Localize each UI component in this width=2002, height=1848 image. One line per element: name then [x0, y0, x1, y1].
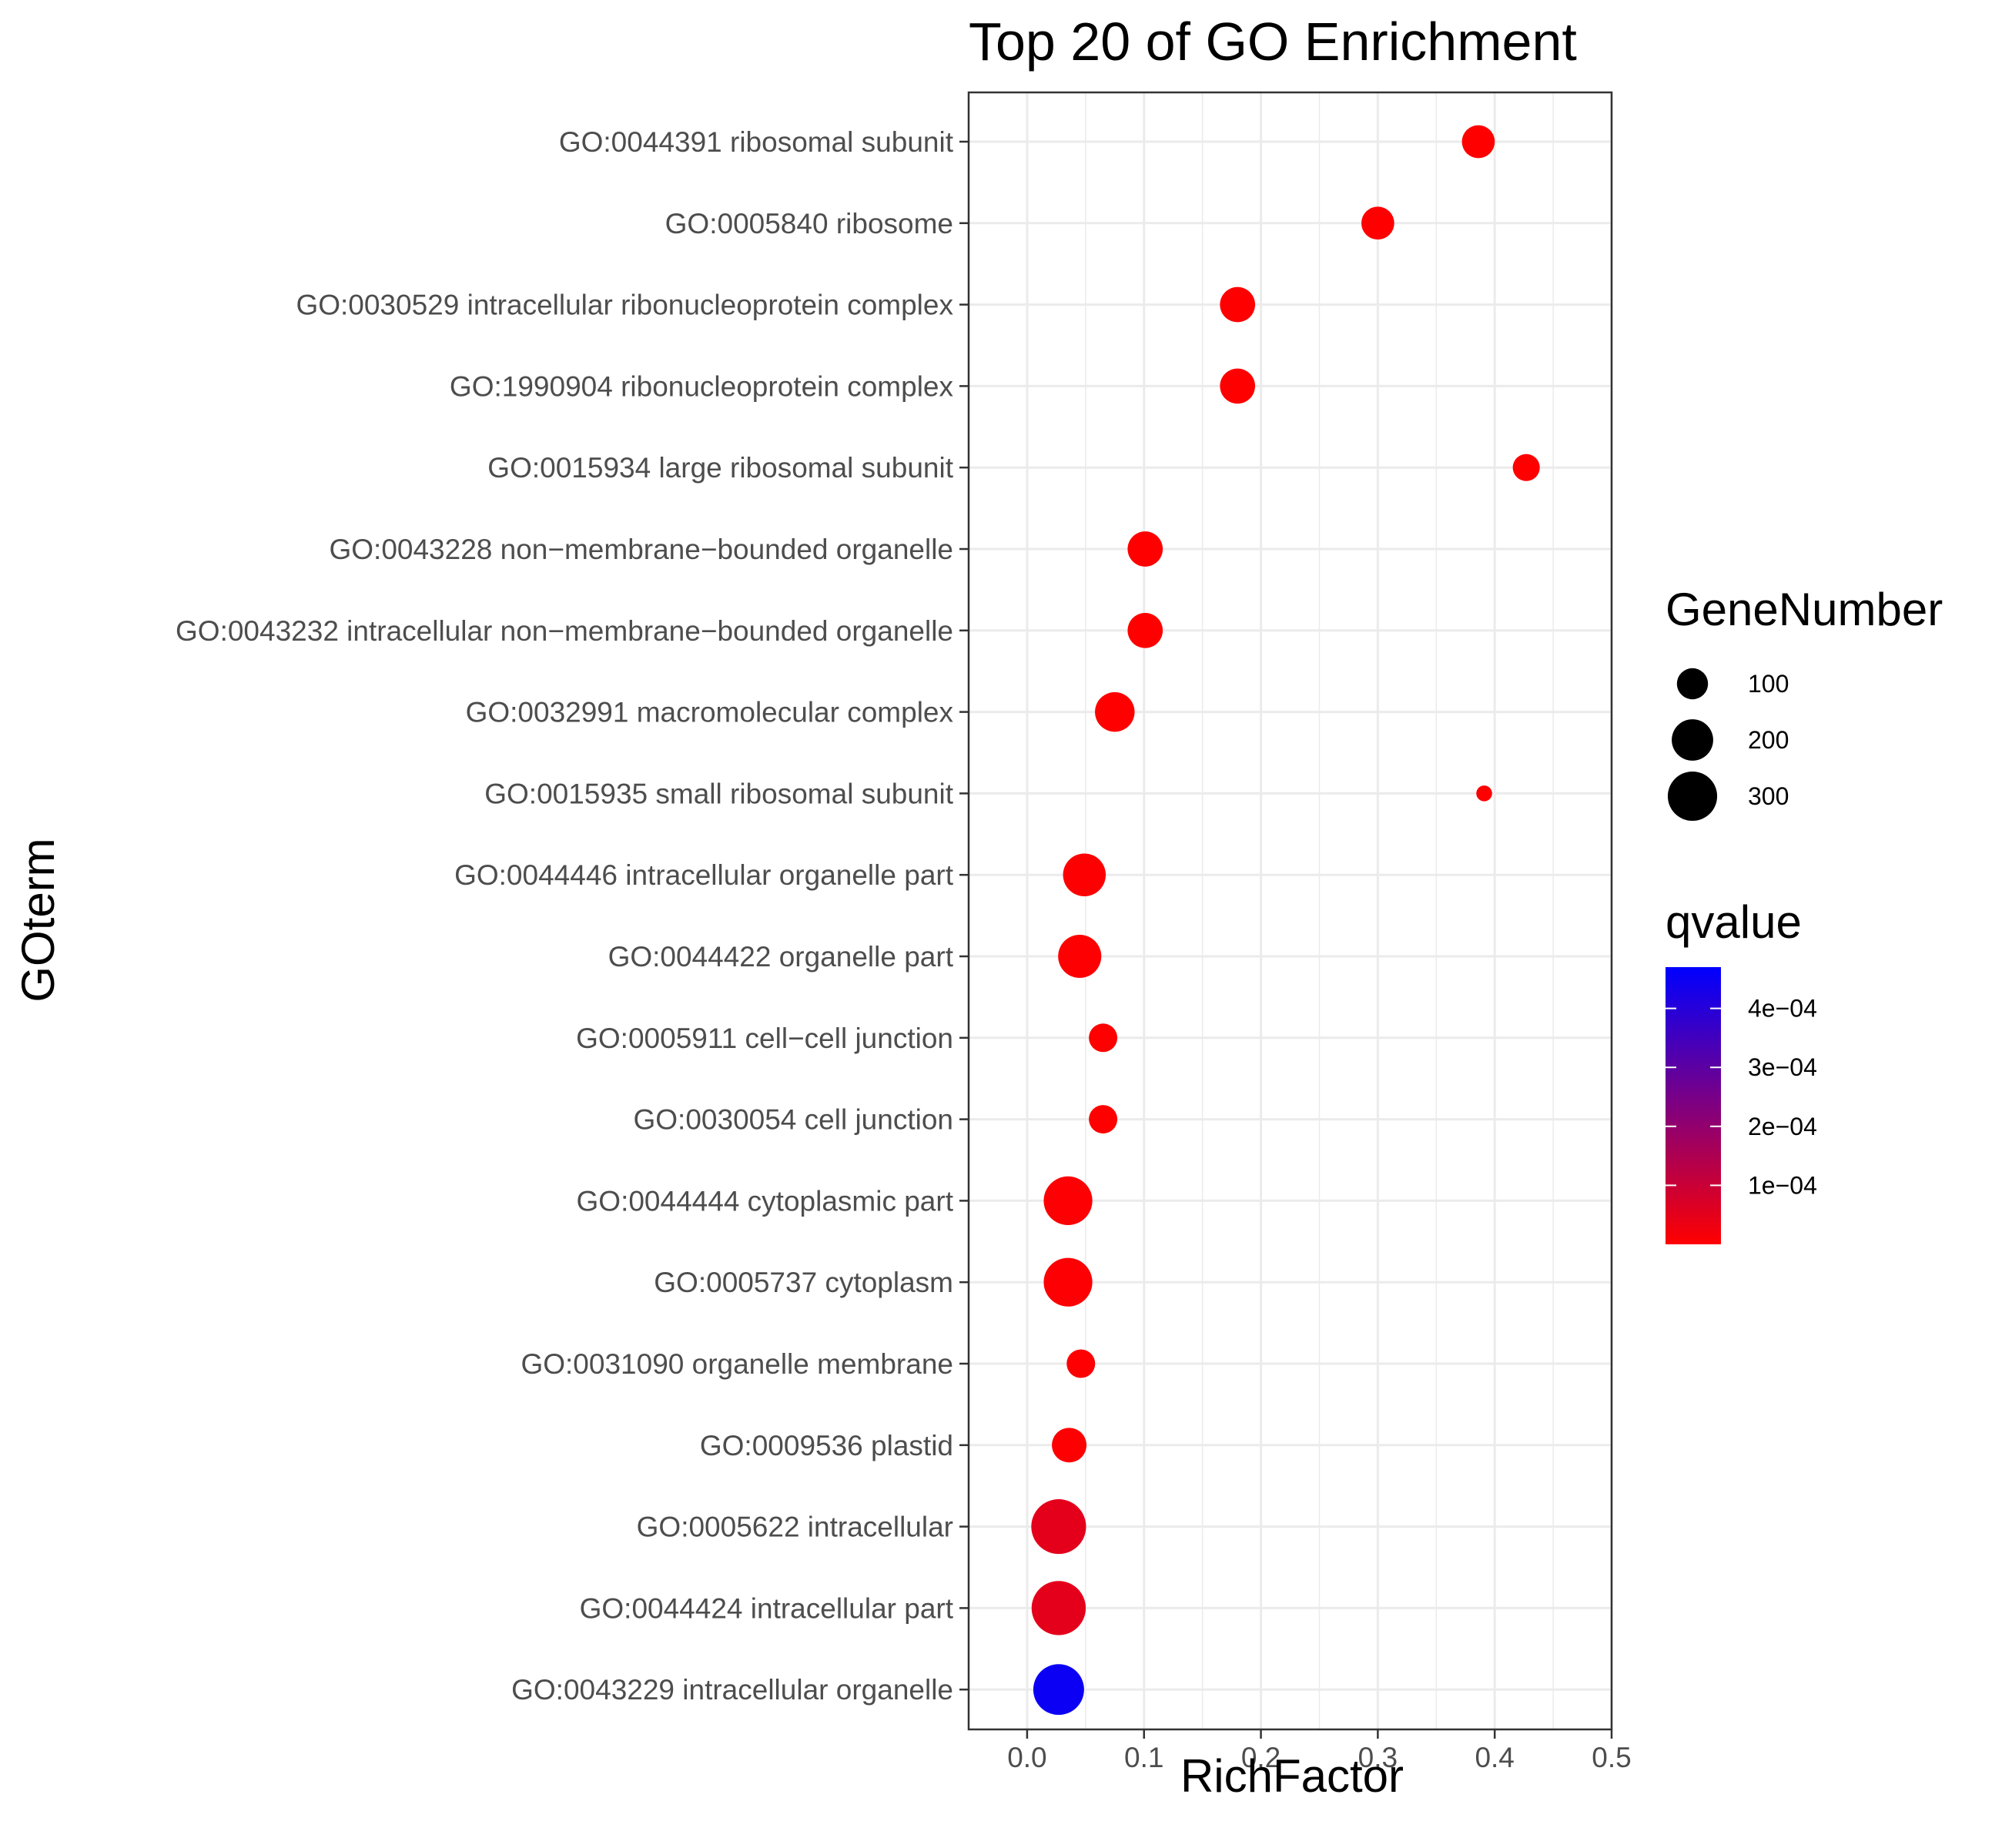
data-point — [1033, 1664, 1084, 1716]
data-point — [1031, 1499, 1086, 1555]
data-point — [1127, 531, 1163, 567]
x-tick-label: 0.3 — [1358, 1742, 1398, 1773]
size-legend-title: GeneNumber — [1666, 584, 1943, 635]
y-tick-label: GO:0030054 cell junction — [634, 1104, 954, 1136]
color-legend-title: qvalue — [1666, 896, 1802, 948]
y-tick-label: GO:0015935 small ribosomal subunit — [484, 778, 953, 809]
data-point — [1089, 1105, 1118, 1134]
colorbar-label: 3e−04 — [1748, 1053, 1817, 1081]
data-point — [1058, 934, 1102, 979]
grid-layer — [968, 92, 1613, 1729]
y-tick-label: GO:0015934 large ribosomal subunit — [487, 452, 953, 484]
y-tick-label: GO:0044422 organelle part — [608, 941, 954, 973]
x-tick-label: 0.5 — [1592, 1742, 1631, 1773]
data-point — [1220, 368, 1256, 404]
x-tick-label: 0.1 — [1124, 1742, 1163, 1773]
y-tick-label: GO:0044424 intracellular part — [580, 1592, 954, 1624]
data-point — [1043, 1257, 1093, 1307]
chart-title: Top 20 of GO Enrichment — [969, 12, 1577, 72]
colorbar-label: 2e−04 — [1748, 1113, 1817, 1140]
x-tick-label: 0.0 — [1007, 1742, 1046, 1773]
y-tick-label: GO:0005737 cytoplasm — [654, 1267, 953, 1298]
data-point — [1220, 286, 1256, 323]
y-tick-label: GO:0005911 cell−cell junction — [576, 1023, 953, 1054]
data-point — [1512, 454, 1540, 481]
y-tick-label: GO:0032991 macromolecular complex — [466, 697, 954, 728]
y-tick-label: GO:0043228 non−membrane−bounded organell… — [329, 534, 953, 565]
size-legend-label: 100 — [1748, 670, 1789, 698]
y-tick-label: GO:0044391 ribosomal subunit — [559, 126, 954, 158]
size-legend-label: 300 — [1748, 782, 1789, 810]
color-legend: qvalue 1e−04 2e−04 3e−04 4e−04 — [1666, 896, 1817, 1244]
y-tick-label: GO:0009536 plastid — [700, 1430, 953, 1461]
x-tick-label: 0.4 — [1475, 1742, 1514, 1773]
data-point — [1361, 206, 1394, 240]
colorbar-label: 1e−04 — [1748, 1171, 1817, 1199]
data-point — [1052, 1428, 1087, 1463]
y-axis-title: GOterm — [12, 838, 64, 1002]
colorbar-label: 4e−04 — [1748, 995, 1817, 1023]
y-tick-label: GO:0030529 intracellular ribonucleoprote… — [296, 290, 953, 321]
size-legend-key — [1672, 719, 1713, 761]
y-tick-label: GO:0005622 intracellular — [637, 1512, 953, 1543]
data-point — [1043, 1176, 1093, 1225]
y-tick-label: GO:1990904 ribonucleoprotein complex — [450, 370, 954, 402]
data-point — [1095, 691, 1135, 732]
data-point — [1127, 612, 1163, 648]
size-legend-key — [1676, 668, 1709, 700]
x-axis-ticks: 0.0 0.1 0.2 0.3 0.4 0.5 — [1007, 1729, 1632, 1773]
plot-panel-border — [967, 91, 1613, 1731]
size-legend-key — [1667, 771, 1718, 822]
data-point — [1031, 1581, 1086, 1635]
y-tick-label: GO:0043232 intracellular non−membrane−bo… — [176, 615, 953, 647]
y-axis-ticks: GO:0044391 ribosomal subunit GO:0005840 r… — [176, 126, 969, 1706]
y-tick-label: GO:0005840 ribosome — [665, 208, 953, 239]
data-point — [1461, 125, 1495, 159]
data-point — [1476, 785, 1492, 802]
size-legend-label: 200 — [1748, 726, 1789, 754]
y-tick-label: GO:0044446 intracellular organelle part — [454, 859, 954, 891]
points-layer — [1031, 125, 1540, 1716]
y-tick-label: GO:0044444 cytoplasmic part — [577, 1185, 954, 1217]
x-axis-title: RichFactor — [1180, 1750, 1404, 1802]
data-point — [1066, 1349, 1096, 1378]
data-point — [1089, 1023, 1118, 1053]
data-point — [1063, 853, 1106, 896]
qvalue-colorbar — [1666, 967, 1721, 1244]
x-tick-label: 0.2 — [1241, 1742, 1281, 1773]
y-tick-label: GO:0043229 intracellular organelle — [511, 1674, 953, 1706]
y-tick-label: GO:0031090 organelle membrane — [521, 1348, 953, 1380]
size-legend: GeneNumber 100 200 300 — [1666, 584, 1943, 822]
